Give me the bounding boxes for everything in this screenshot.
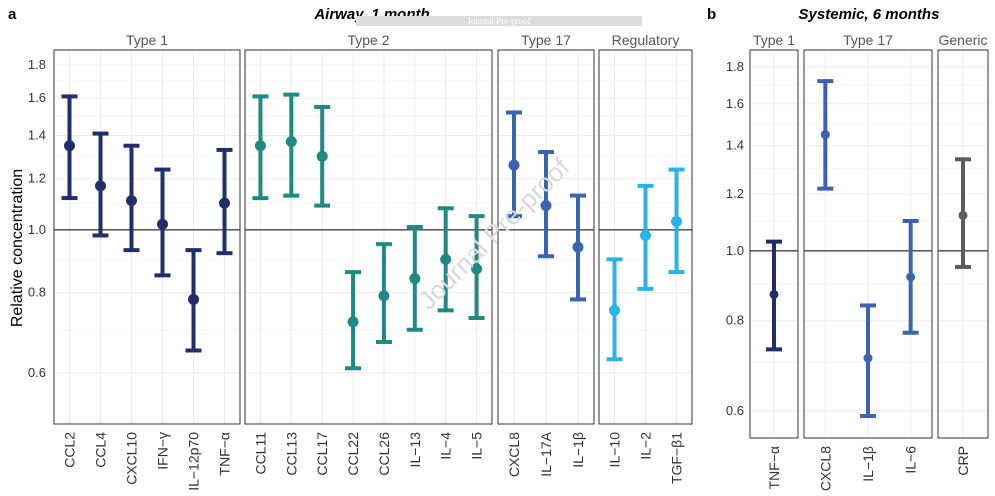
y-tick-label: 0.8 [28, 284, 46, 299]
x-tick-label: TNF−α [217, 432, 233, 475]
point-IL−17A [540, 200, 552, 212]
facet-border [244, 49, 493, 425]
facet-strip-label: Type 17 [843, 32, 893, 48]
x-tick-label: IL−10 [607, 432, 623, 468]
y-tick-label: 1.0 [28, 222, 46, 237]
x-tick-label: CCL4 [93, 432, 109, 468]
y-tick-label: 0.8 [726, 313, 744, 328]
y-tick-label: 1.6 [726, 96, 744, 111]
watermark-diagonal: Journal Pre-proof [412, 151, 576, 315]
x-tick-label: IFN−γ [155, 432, 171, 470]
plot-area: 0.6 0.8 1.0 1.2 1.4 1.6 1.8 Type 1 CCL2 CCL4 CXCL1… [28, 32, 989, 491]
y-tick-label: 0.6 [28, 365, 46, 380]
watermark-banner-text: Journal Pre-proof [467, 16, 530, 26]
point-CCL17 [316, 150, 328, 162]
point-TGF−β1 [671, 216, 682, 228]
x-tick-label: IL−1β [860, 446, 876, 482]
facet-strip-label: Regulatory [612, 32, 680, 48]
x-tick-label: CCL13 [283, 432, 299, 476]
facet-border [937, 49, 989, 439]
x-tick-label: CCL22 [345, 432, 361, 476]
y-tick-label: 0.6 [726, 403, 744, 418]
facet-border [598, 49, 693, 425]
point-CCL2 [64, 140, 75, 152]
y-axis-label: Relative concentration [9, 169, 26, 327]
point-CXCL8 [508, 159, 520, 171]
y-tick-label: 1.6 [28, 90, 46, 105]
point-IFN−γ [157, 218, 168, 230]
point-TNF−α [769, 289, 779, 299]
panel-label-a: a [8, 6, 17, 23]
x-tick-label: IL−17A [538, 431, 554, 476]
x-tick-label: IL−4 [438, 432, 454, 460]
watermark-banner [356, 16, 642, 26]
facet-strip-label: Type 17 [521, 32, 571, 48]
y-tick-label: 1.4 [28, 128, 46, 143]
point-CRP [958, 210, 968, 220]
facet-strip-label: Type 1 [126, 32, 168, 48]
point-IL−12p70 [188, 293, 199, 305]
point-IL−1β [572, 241, 584, 253]
facet-border [803, 49, 933, 439]
x-tick-label: IL−13 [407, 432, 423, 468]
panel-label-b: b [707, 6, 716, 23]
point-IL−6 [906, 272, 916, 282]
facet-border [497, 49, 595, 425]
point-CCL13 [285, 136, 297, 148]
x-tick-label: IL−1β [570, 432, 586, 468]
point-CCL11 [254, 140, 266, 152]
x-tick-label: CRP [955, 446, 971, 476]
panel-title-b: Systemic, 6 months [799, 6, 940, 23]
facet-strip-label: Type 1 [753, 32, 795, 48]
point-IL−13 [409, 273, 421, 285]
x-tick-label: CXCL8 [817, 446, 833, 491]
x-tick-label: CCL11 [252, 432, 268, 475]
point-TNF−α [219, 197, 230, 209]
x-tick-label: IL−6 [903, 446, 919, 474]
y-tick-label: 1.8 [726, 59, 744, 74]
facet-border [749, 49, 799, 439]
y-tick-label: 1.0 [726, 243, 744, 258]
facet-strip-label: Type 2 [347, 32, 389, 48]
x-tick-label: CXCL10 [124, 432, 140, 485]
x-tick-label: CCL17 [314, 432, 330, 476]
point-IL−10 [609, 304, 620, 316]
point-CXCL10 [126, 195, 137, 207]
x-tick-label: TNF−α [766, 446, 782, 489]
y-tick-label: 1.8 [28, 57, 46, 72]
y-tick-label: 1.2 [726, 186, 744, 201]
x-tick-label: CXCL8 [506, 432, 522, 477]
facet-border [53, 49, 241, 425]
y-tick-label: 1.4 [726, 138, 744, 153]
x-tick-label: IL−12p70 [186, 432, 202, 491]
point-IL−2 [640, 229, 651, 241]
point-CCL26 [378, 290, 390, 302]
x-tick-label: CCL2 [62, 432, 78, 468]
facet-strip-label: Generic [938, 32, 987, 48]
point-IL−1β [863, 353, 873, 363]
point-IL−5 [471, 263, 483, 275]
point-IL−4 [440, 253, 452, 265]
y-tick-label: 1.2 [28, 171, 46, 186]
point-CXCL8 [820, 130, 830, 140]
point-CCL22 [347, 316, 359, 328]
x-tick-label: TGF−β1 [669, 432, 685, 484]
x-tick-label: IL−5 [469, 432, 485, 460]
x-tick-label: CCL26 [376, 432, 392, 476]
point-CCL4 [95, 180, 106, 192]
x-tick-label: IL−2 [638, 432, 654, 460]
